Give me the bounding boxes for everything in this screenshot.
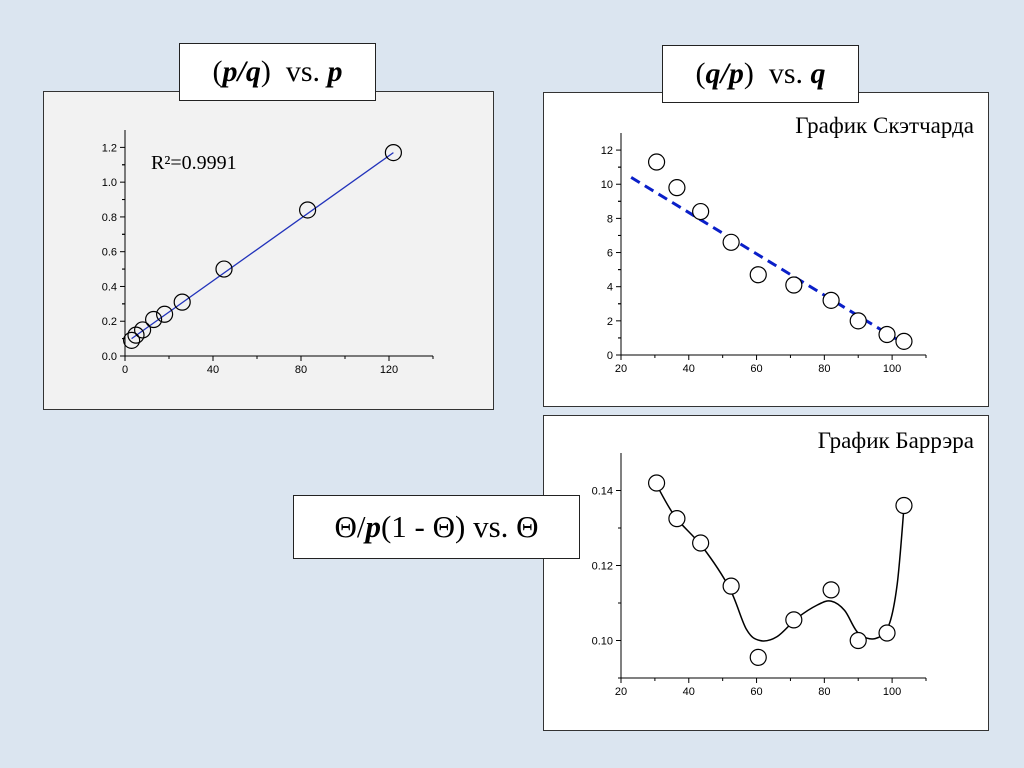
data-point	[895, 496, 913, 515]
r-squared-annotation: R²=0.9991	[151, 152, 237, 174]
data-point	[215, 260, 233, 278]
data-point	[668, 179, 686, 197]
y-tick-label: 0.10	[592, 636, 613, 648]
data-point	[668, 510, 686, 528]
data-point	[299, 201, 317, 219]
data-point	[822, 291, 840, 309]
y-tick-label: 0	[607, 350, 613, 362]
x-tick-label: 60	[750, 686, 762, 698]
chart-label-langmuir: (p / q) vs. p	[179, 43, 376, 101]
x-tick-label: 100	[883, 686, 901, 698]
data-point	[878, 325, 896, 344]
data-point	[127, 326, 145, 344]
x-tick-label: 20	[615, 686, 627, 698]
y-tick-label: 0.14	[592, 486, 613, 498]
data-point	[785, 611, 803, 629]
y-tick-label: 2	[607, 316, 613, 328]
y-tick-label: 10	[601, 179, 613, 191]
data-point	[692, 534, 710, 552]
data-point	[647, 153, 666, 171]
x-tick-label: 60	[750, 363, 762, 375]
data-point	[384, 143, 402, 162]
y-tick-label: 12	[601, 145, 613, 157]
chart-label-barrer: Θ / p (1 - Θ) vs. Θ	[293, 495, 580, 559]
data-point	[785, 276, 803, 294]
chart-scatchard-plot: 20 40 60 80 100 0 2 4 6 8 10 12	[601, 133, 927, 375]
data-point	[849, 312, 867, 330]
y-tick-label: 1.2	[102, 142, 117, 154]
data-point	[895, 332, 913, 350]
fit-line	[630, 176, 907, 347]
x-tick-label: 0	[122, 364, 128, 376]
chart-title-barrer: График Баррэра	[817, 428, 974, 453]
x-tick-label: 80	[818, 363, 830, 375]
y-tick-label: 0.6	[102, 247, 117, 259]
data-point	[749, 266, 767, 284]
data-point	[849, 631, 867, 650]
data-point	[749, 648, 767, 666]
x-tick-label: 100	[883, 363, 901, 375]
y-tick-label: 0.2	[102, 316, 117, 328]
y-tick-label: 0.0	[102, 351, 117, 363]
data-point	[144, 310, 163, 329]
chart-title-scatchard: График Скэтчарда	[795, 113, 974, 138]
y-tick-label: 1.0	[102, 177, 117, 189]
fit-curve	[655, 484, 905, 642]
y-tick-label: 0.8	[102, 212, 117, 224]
y-tick-label: 4	[607, 282, 613, 294]
data-point	[722, 577, 740, 595]
chart-panel-barrer: 20 40 60 80 100 0.10 0.12 0.14 График Баррэра	[543, 415, 989, 731]
chart-barrer-plot: 20 40 60 80 100 0.10 0.12 0.14	[592, 453, 927, 698]
x-tick-label: 40	[683, 686, 695, 698]
data-point	[155, 305, 174, 323]
x-tick-label: 40	[207, 364, 219, 376]
chart-panel-scatchard: 20 40 60 80 100 0 2 4 6 8 10 12 График Скэтчарда	[543, 92, 989, 407]
data-point	[822, 581, 840, 599]
fit-line	[131, 152, 394, 340]
x-tick-label: 80	[818, 686, 830, 698]
data-point	[692, 202, 710, 221]
x-tick-label: 20	[615, 363, 627, 375]
data-point	[878, 624, 896, 642]
x-tick-label: 120	[380, 364, 398, 376]
chart-panel-langmuir: 0 40 80 120 0.0 0.2 0.4 0.6 0.8 1.0 1.2 R²=0.9991	[43, 91, 494, 410]
data-point	[133, 321, 152, 339]
y-tick-label: 8	[607, 213, 613, 225]
data-point	[647, 474, 666, 492]
y-tick-label: 6	[607, 248, 613, 260]
x-tick-label: 80	[295, 364, 307, 376]
chart-label-scatchard: (q / p) vs. q	[662, 45, 859, 103]
y-tick-label: 0.12	[592, 561, 613, 573]
y-tick-label: 0.4	[102, 281, 117, 293]
data-point	[173, 293, 191, 311]
data-point	[722, 233, 740, 251]
data-point	[122, 331, 141, 349]
chart-langmuir-plot: 0 40 80 120 0.0 0.2 0.4 0.6 0.8 1.0 1.2	[102, 130, 434, 376]
x-tick-label: 40	[683, 363, 695, 375]
